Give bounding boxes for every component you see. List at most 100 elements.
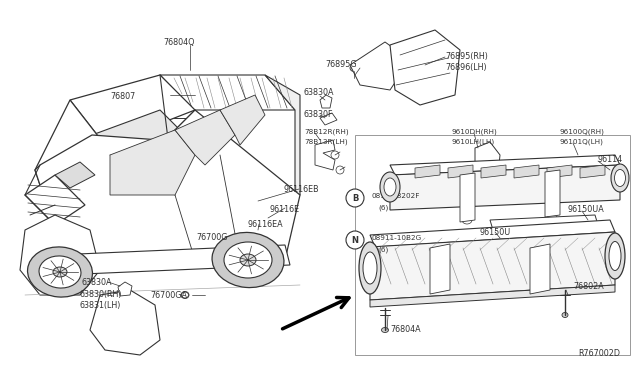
Ellipse shape (611, 164, 629, 192)
Ellipse shape (525, 170, 527, 173)
Polygon shape (40, 135, 115, 200)
Polygon shape (320, 95, 332, 108)
Ellipse shape (550, 170, 554, 173)
Ellipse shape (419, 170, 422, 173)
Polygon shape (90, 290, 160, 355)
Ellipse shape (451, 170, 454, 173)
Ellipse shape (591, 170, 593, 173)
Text: 96116EA: 96116EA (247, 220, 283, 229)
Polygon shape (118, 282, 132, 296)
Text: 78B13R(LH): 78B13R(LH) (304, 138, 348, 144)
Text: 08156-8202F: 08156-8202F (372, 193, 420, 199)
Ellipse shape (531, 170, 534, 173)
Ellipse shape (240, 254, 256, 266)
Polygon shape (530, 244, 550, 294)
Ellipse shape (323, 99, 328, 105)
Text: 96116EB: 96116EB (284, 185, 319, 194)
Text: 96114: 96114 (598, 155, 623, 164)
Polygon shape (55, 245, 290, 275)
Ellipse shape (182, 292, 189, 298)
Ellipse shape (465, 170, 468, 173)
Polygon shape (370, 285, 615, 307)
Text: N: N (351, 235, 358, 244)
Polygon shape (390, 30, 460, 105)
Text: 76896(LH): 76896(LH) (445, 63, 486, 72)
Text: 78B12R(RH): 78B12R(RH) (304, 128, 349, 135)
Text: 96100Q(RH): 96100Q(RH) (560, 128, 605, 135)
Polygon shape (481, 165, 506, 178)
Text: 96116E: 96116E (270, 205, 300, 214)
Polygon shape (160, 75, 295, 110)
Ellipse shape (380, 172, 400, 202)
Polygon shape (390, 165, 620, 210)
Polygon shape (35, 100, 125, 260)
Ellipse shape (484, 170, 488, 173)
Ellipse shape (605, 233, 625, 279)
Ellipse shape (458, 170, 461, 173)
Ellipse shape (359, 242, 381, 294)
Text: 63830A: 63830A (304, 88, 335, 97)
Ellipse shape (257, 198, 262, 202)
Polygon shape (370, 232, 615, 300)
Ellipse shape (39, 256, 81, 288)
Text: 63830A: 63830A (82, 278, 113, 287)
Text: 76895(RH): 76895(RH) (445, 52, 488, 61)
Ellipse shape (346, 189, 364, 207)
Text: 76804Q: 76804Q (163, 38, 195, 47)
Ellipse shape (224, 242, 272, 278)
Ellipse shape (363, 252, 377, 284)
Polygon shape (580, 165, 605, 178)
Ellipse shape (262, 215, 268, 221)
Polygon shape (220, 95, 265, 145)
Text: (6): (6) (378, 246, 388, 253)
Polygon shape (55, 162, 95, 188)
Polygon shape (545, 170, 560, 217)
Polygon shape (390, 155, 620, 175)
Text: 76804A: 76804A (390, 325, 420, 334)
Polygon shape (370, 220, 615, 247)
Text: 63830F: 63830F (304, 110, 333, 119)
Ellipse shape (492, 170, 495, 173)
Ellipse shape (564, 170, 568, 173)
Ellipse shape (609, 241, 621, 270)
Text: R767002D: R767002D (578, 349, 620, 358)
Ellipse shape (426, 170, 429, 173)
Ellipse shape (557, 170, 561, 173)
Polygon shape (25, 175, 85, 225)
Polygon shape (475, 142, 500, 180)
Ellipse shape (462, 216, 472, 224)
Text: 76802A: 76802A (573, 282, 604, 291)
Polygon shape (320, 113, 337, 125)
Polygon shape (430, 244, 450, 294)
Polygon shape (514, 165, 539, 178)
Ellipse shape (28, 247, 92, 297)
Polygon shape (547, 165, 572, 178)
Polygon shape (160, 75, 193, 118)
Ellipse shape (331, 151, 339, 159)
Ellipse shape (598, 170, 600, 173)
Text: B: B (352, 193, 358, 202)
Ellipse shape (562, 312, 568, 317)
Text: 08911-10B2G: 08911-10B2G (372, 235, 422, 241)
Polygon shape (460, 173, 475, 222)
Ellipse shape (336, 166, 344, 174)
Ellipse shape (350, 64, 358, 71)
Polygon shape (70, 75, 195, 145)
Text: 96150UA: 96150UA (567, 205, 604, 214)
Text: 63831(LH): 63831(LH) (80, 301, 122, 310)
Ellipse shape (181, 292, 189, 298)
Ellipse shape (584, 170, 586, 173)
Polygon shape (415, 165, 440, 178)
Text: 76807: 76807 (110, 92, 135, 101)
Polygon shape (315, 140, 335, 170)
Polygon shape (265, 75, 300, 195)
Ellipse shape (346, 231, 364, 249)
Ellipse shape (381, 327, 388, 333)
Polygon shape (110, 130, 195, 195)
Ellipse shape (614, 170, 625, 186)
Polygon shape (175, 110, 235, 165)
Polygon shape (490, 215, 598, 230)
Ellipse shape (53, 267, 67, 277)
Polygon shape (490, 225, 598, 260)
Ellipse shape (212, 232, 284, 288)
